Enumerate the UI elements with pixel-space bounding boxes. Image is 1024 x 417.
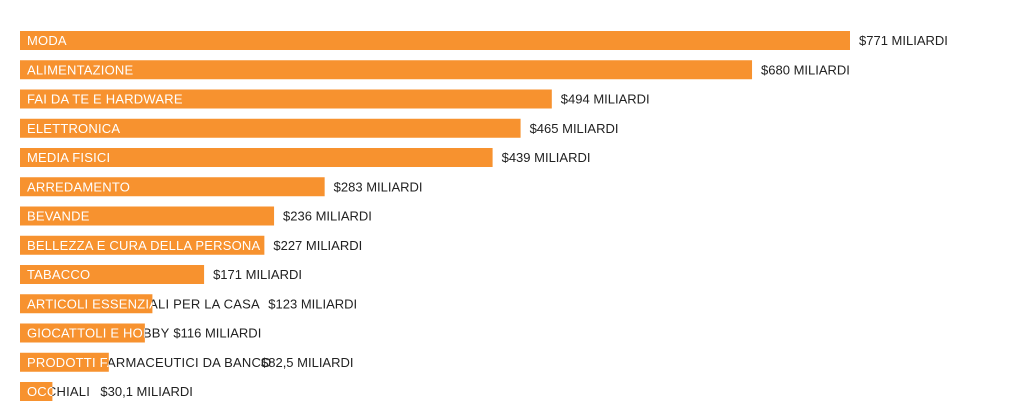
value-label: $680 MILIARDI xyxy=(761,62,850,77)
value-label: $771 MILIARDI xyxy=(859,33,948,48)
bar xyxy=(20,265,205,284)
category-label-overflow: GIOCATTOLI E HOBBY xyxy=(27,326,170,341)
bar xyxy=(20,118,521,138)
category-label: MODA xyxy=(27,33,67,48)
bar xyxy=(20,382,53,401)
bar xyxy=(20,206,275,226)
bar xyxy=(20,323,145,343)
value-label: $30,1 MILIARDI xyxy=(100,384,192,399)
value-label: $116 MILIARDI xyxy=(173,326,261,341)
category-label: BELLEZZA E CURA DELLA PERSONA xyxy=(27,238,261,253)
bars-group: MODA $771 MILIARDI ALIMENTAZIONE $680 MILIA… xyxy=(20,31,948,401)
category-label: BEVANDE xyxy=(27,209,90,224)
category-label-overflow: OCCHIALI xyxy=(27,384,90,399)
category-label: ARTICOLI ESSENZIALI PER LA CASA xyxy=(27,296,260,311)
value-label: $283 MILIARDI xyxy=(334,179,423,194)
bar xyxy=(20,235,265,255)
category-label: OCCHIALI xyxy=(27,384,90,399)
category-label: ELETTRONICA xyxy=(27,121,120,136)
bar xyxy=(20,294,153,314)
value-label: $439 MILIARDI xyxy=(502,150,591,165)
value-label: $123 MILIARDI xyxy=(268,296,357,311)
bar xyxy=(20,352,109,372)
category-label: MEDIA FISICI xyxy=(27,150,110,165)
category-label-overflow: ARTICOLI ESSENZIALI PER LA CASA xyxy=(27,296,260,311)
value-label: $236 MILIARDI xyxy=(283,209,372,224)
category-label: TABACCO xyxy=(27,267,90,282)
bar xyxy=(20,177,325,197)
value-label: $494 MILIARDI xyxy=(561,92,650,107)
bar xyxy=(20,89,552,109)
category-label: ARREDAMENTO xyxy=(27,179,130,194)
bar xyxy=(20,60,753,80)
value-label: $227 MILIARDI xyxy=(273,238,362,253)
bar xyxy=(20,31,850,50)
category-label-overflow: PRODOTTI FARMACEUTICI DA BANCO xyxy=(27,355,271,370)
category-label: FAI DA TE E HARDWARE xyxy=(27,92,183,107)
bar xyxy=(20,148,493,167)
value-label: $82,5 MILIARDI xyxy=(261,355,354,370)
value-label: $465 MILIARDI xyxy=(530,121,619,136)
category-label: PRODOTTI FARMACEUTICI DA BANCO xyxy=(27,355,271,370)
category-label: ALIMENTAZIONE xyxy=(27,62,134,77)
category-label: GIOCATTOLI E HOBBY xyxy=(27,326,170,341)
value-label: $171 MILIARDI xyxy=(213,267,302,282)
